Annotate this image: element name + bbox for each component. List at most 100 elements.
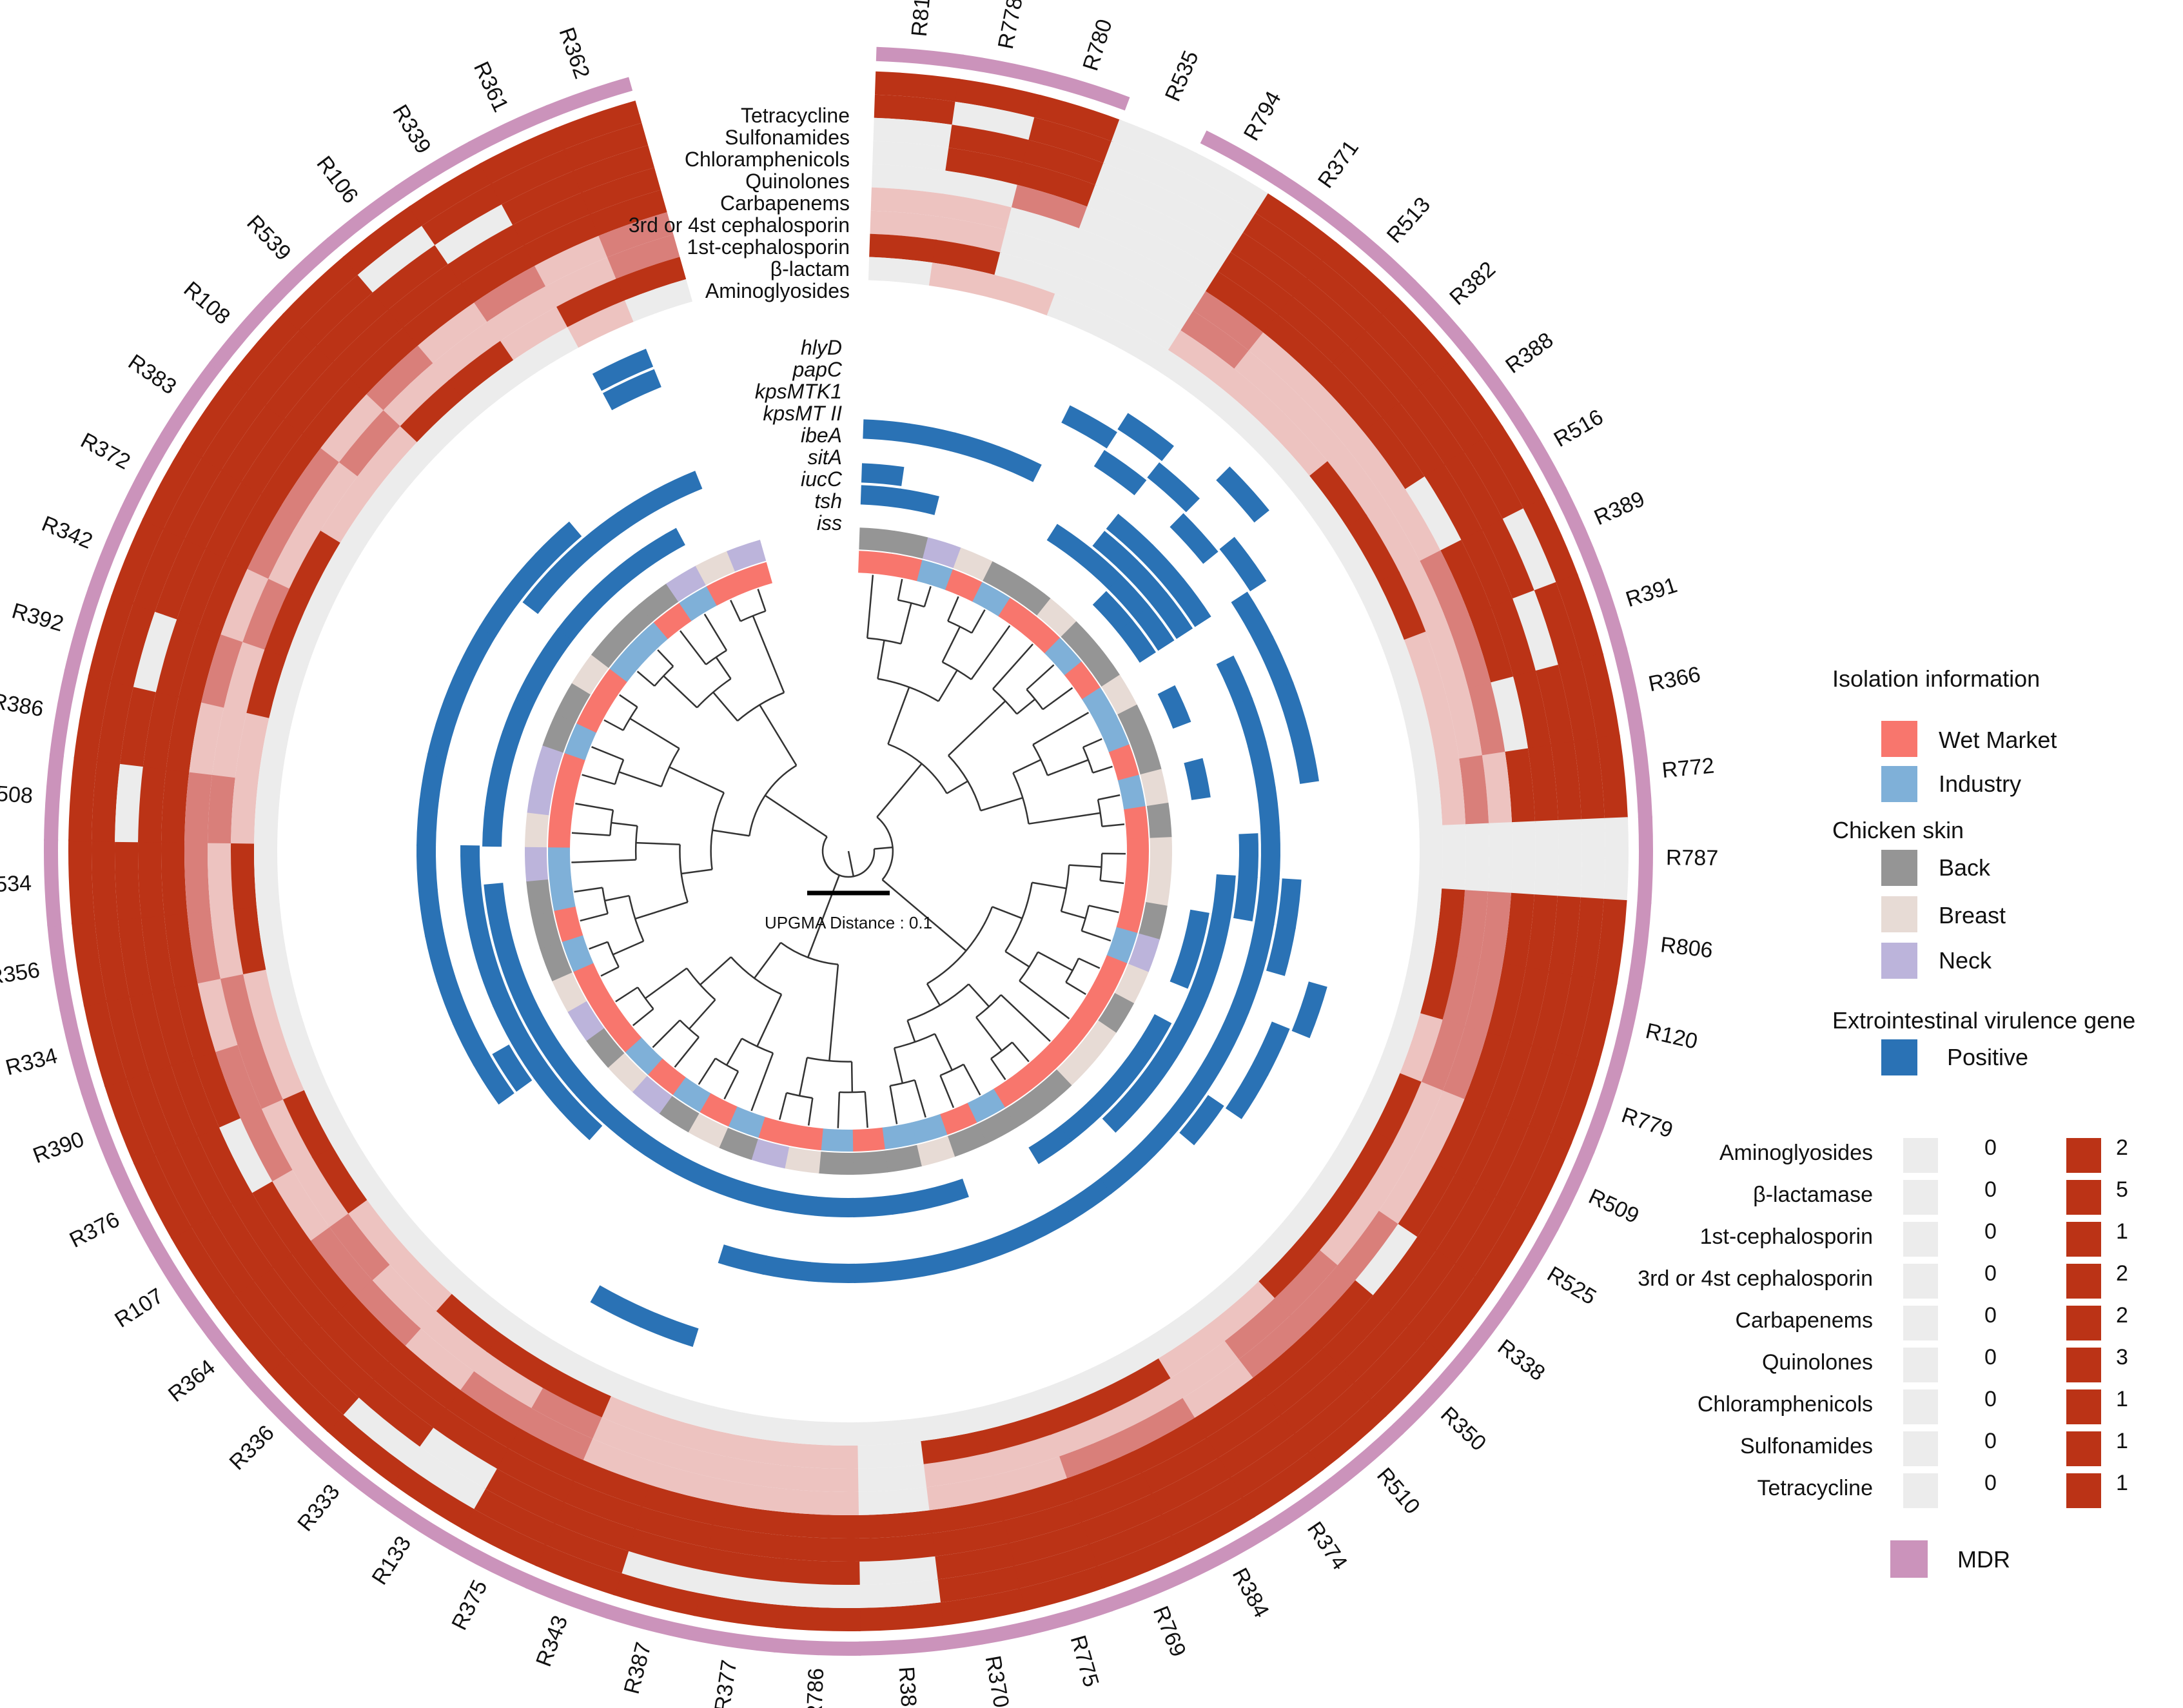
resistance-cell <box>404 1445 486 1509</box>
resistance-cell <box>218 1116 273 1193</box>
resistance-cell <box>373 244 450 311</box>
resistance-cell <box>1535 664 1574 747</box>
resistance-cell <box>1558 658 1598 743</box>
virulence-row-label: iss <box>817 511 842 535</box>
resistance-cell <box>111 518 164 605</box>
legend-back-label: Back <box>1939 854 1991 881</box>
source-cell <box>887 553 923 582</box>
resistance-cell <box>1399 560 1449 633</box>
virulence-cell <box>1179 1095 1224 1146</box>
resistance-cell <box>383 362 449 426</box>
resistance-cell <box>1266 1348 1339 1416</box>
source-cell <box>625 1037 663 1075</box>
resistance-cell <box>1525 894 1558 973</box>
tree-arc <box>714 1057 739 1072</box>
resistance-cell <box>402 282 476 346</box>
legend-max-value: 1 <box>2116 1219 2128 1244</box>
resistance-cell <box>1416 1174 1476 1252</box>
resistance-cell <box>600 1395 671 1441</box>
source-cell <box>881 1122 917 1150</box>
resistance-cell <box>1399 388 1465 466</box>
resistance-cell <box>1557 819 1583 899</box>
resistance-cell <box>246 648 288 718</box>
resistance-cell <box>404 1327 475 1390</box>
resistance-cell <box>1079 206 1156 257</box>
source-cell <box>564 722 597 761</box>
resistance-cell <box>945 148 1025 186</box>
tree-branch <box>615 987 638 1003</box>
antibiotic-row-label: Chloramphenicols <box>685 148 850 171</box>
tree-branch <box>589 941 609 950</box>
resistance-cell <box>554 101 642 150</box>
tree-branch <box>975 1017 1003 1052</box>
resistance-cell <box>266 963 304 1031</box>
resistance-cell <box>1554 975 1595 1060</box>
tree-branch <box>968 983 990 1007</box>
resistance-cell <box>1131 1417 1207 1473</box>
resistance-cell <box>1011 184 1089 230</box>
resistance-cell <box>435 203 514 264</box>
isolate-label: R812 <box>907 0 936 37</box>
isolate-label: R386 <box>0 689 45 721</box>
resistance-cell <box>154 1144 212 1228</box>
virulence-cell <box>1231 963 1264 1014</box>
resistance-cell <box>354 1279 421 1346</box>
isolate-label: R772 <box>1661 754 1716 783</box>
legend-max-value: 5 <box>2116 1177 2128 1202</box>
skin-cell <box>884 1144 922 1173</box>
resistance-cell <box>1003 1500 1082 1544</box>
resistance-cell <box>553 1502 636 1551</box>
resistance-cell <box>239 1107 293 1182</box>
resistance-cell <box>1080 1493 1162 1545</box>
isolate-label: R510 <box>1372 1463 1425 1518</box>
resistance-cell <box>303 1079 353 1147</box>
virulence-cell <box>890 1188 932 1215</box>
resistance-cell <box>184 469 242 549</box>
resistance-cell <box>1407 1262 1475 1342</box>
resistance-cell <box>1549 1057 1600 1144</box>
resistance-cell <box>1463 1032 1510 1110</box>
legend-value-swatch <box>2066 1431 2101 1466</box>
virulence-cell <box>654 471 703 507</box>
tree-branch <box>992 906 1023 919</box>
tree-branch <box>990 1058 1006 1081</box>
resistance-cell <box>320 475 377 543</box>
skin-cell <box>526 878 553 916</box>
tree-arc <box>607 941 620 968</box>
isolate-label: R106 <box>311 152 363 208</box>
virulence-cell <box>533 1066 575 1112</box>
virulence-cell <box>582 511 629 554</box>
source-cell <box>945 569 983 602</box>
resistance-cell <box>563 1480 643 1529</box>
skin-cell <box>525 812 549 848</box>
isolate-label: R336 <box>225 1420 279 1475</box>
resistance-cell <box>282 255 360 331</box>
resistance-cell <box>269 656 309 723</box>
resistance-cell <box>725 1433 795 1467</box>
resistance-cell <box>133 610 178 692</box>
virulence-row-label: papC <box>792 358 843 381</box>
resistance-cell <box>1447 614 1491 691</box>
resistance-cell <box>1292 278 1367 348</box>
resistance-cell <box>1327 446 1387 516</box>
resistance-cell <box>490 149 574 205</box>
virulence-cell <box>854 1261 901 1283</box>
resistance-cell <box>1113 298 1182 351</box>
resistance-cell <box>342 1396 420 1466</box>
tree-arc <box>634 825 638 860</box>
resistance-cell <box>302 1325 375 1398</box>
resistance-cell <box>1397 947 1434 1015</box>
legend-industry-swatch <box>1881 766 1917 802</box>
skin-cell <box>658 1095 700 1133</box>
virulence-cell <box>1212 1005 1249 1055</box>
tree-branch <box>887 687 910 745</box>
resistance-cell <box>1008 1522 1090 1567</box>
legend: Isolation information Wet Market Industr… <box>1638 665 2135 1578</box>
virulence-row-label: kpsMTK1 <box>755 380 842 403</box>
skin-cell <box>525 846 549 882</box>
tree-branch <box>730 600 741 622</box>
resistance-cell <box>1393 1081 1444 1154</box>
resistance-cell <box>1306 260 1383 331</box>
resistance-cell <box>126 1071 177 1156</box>
